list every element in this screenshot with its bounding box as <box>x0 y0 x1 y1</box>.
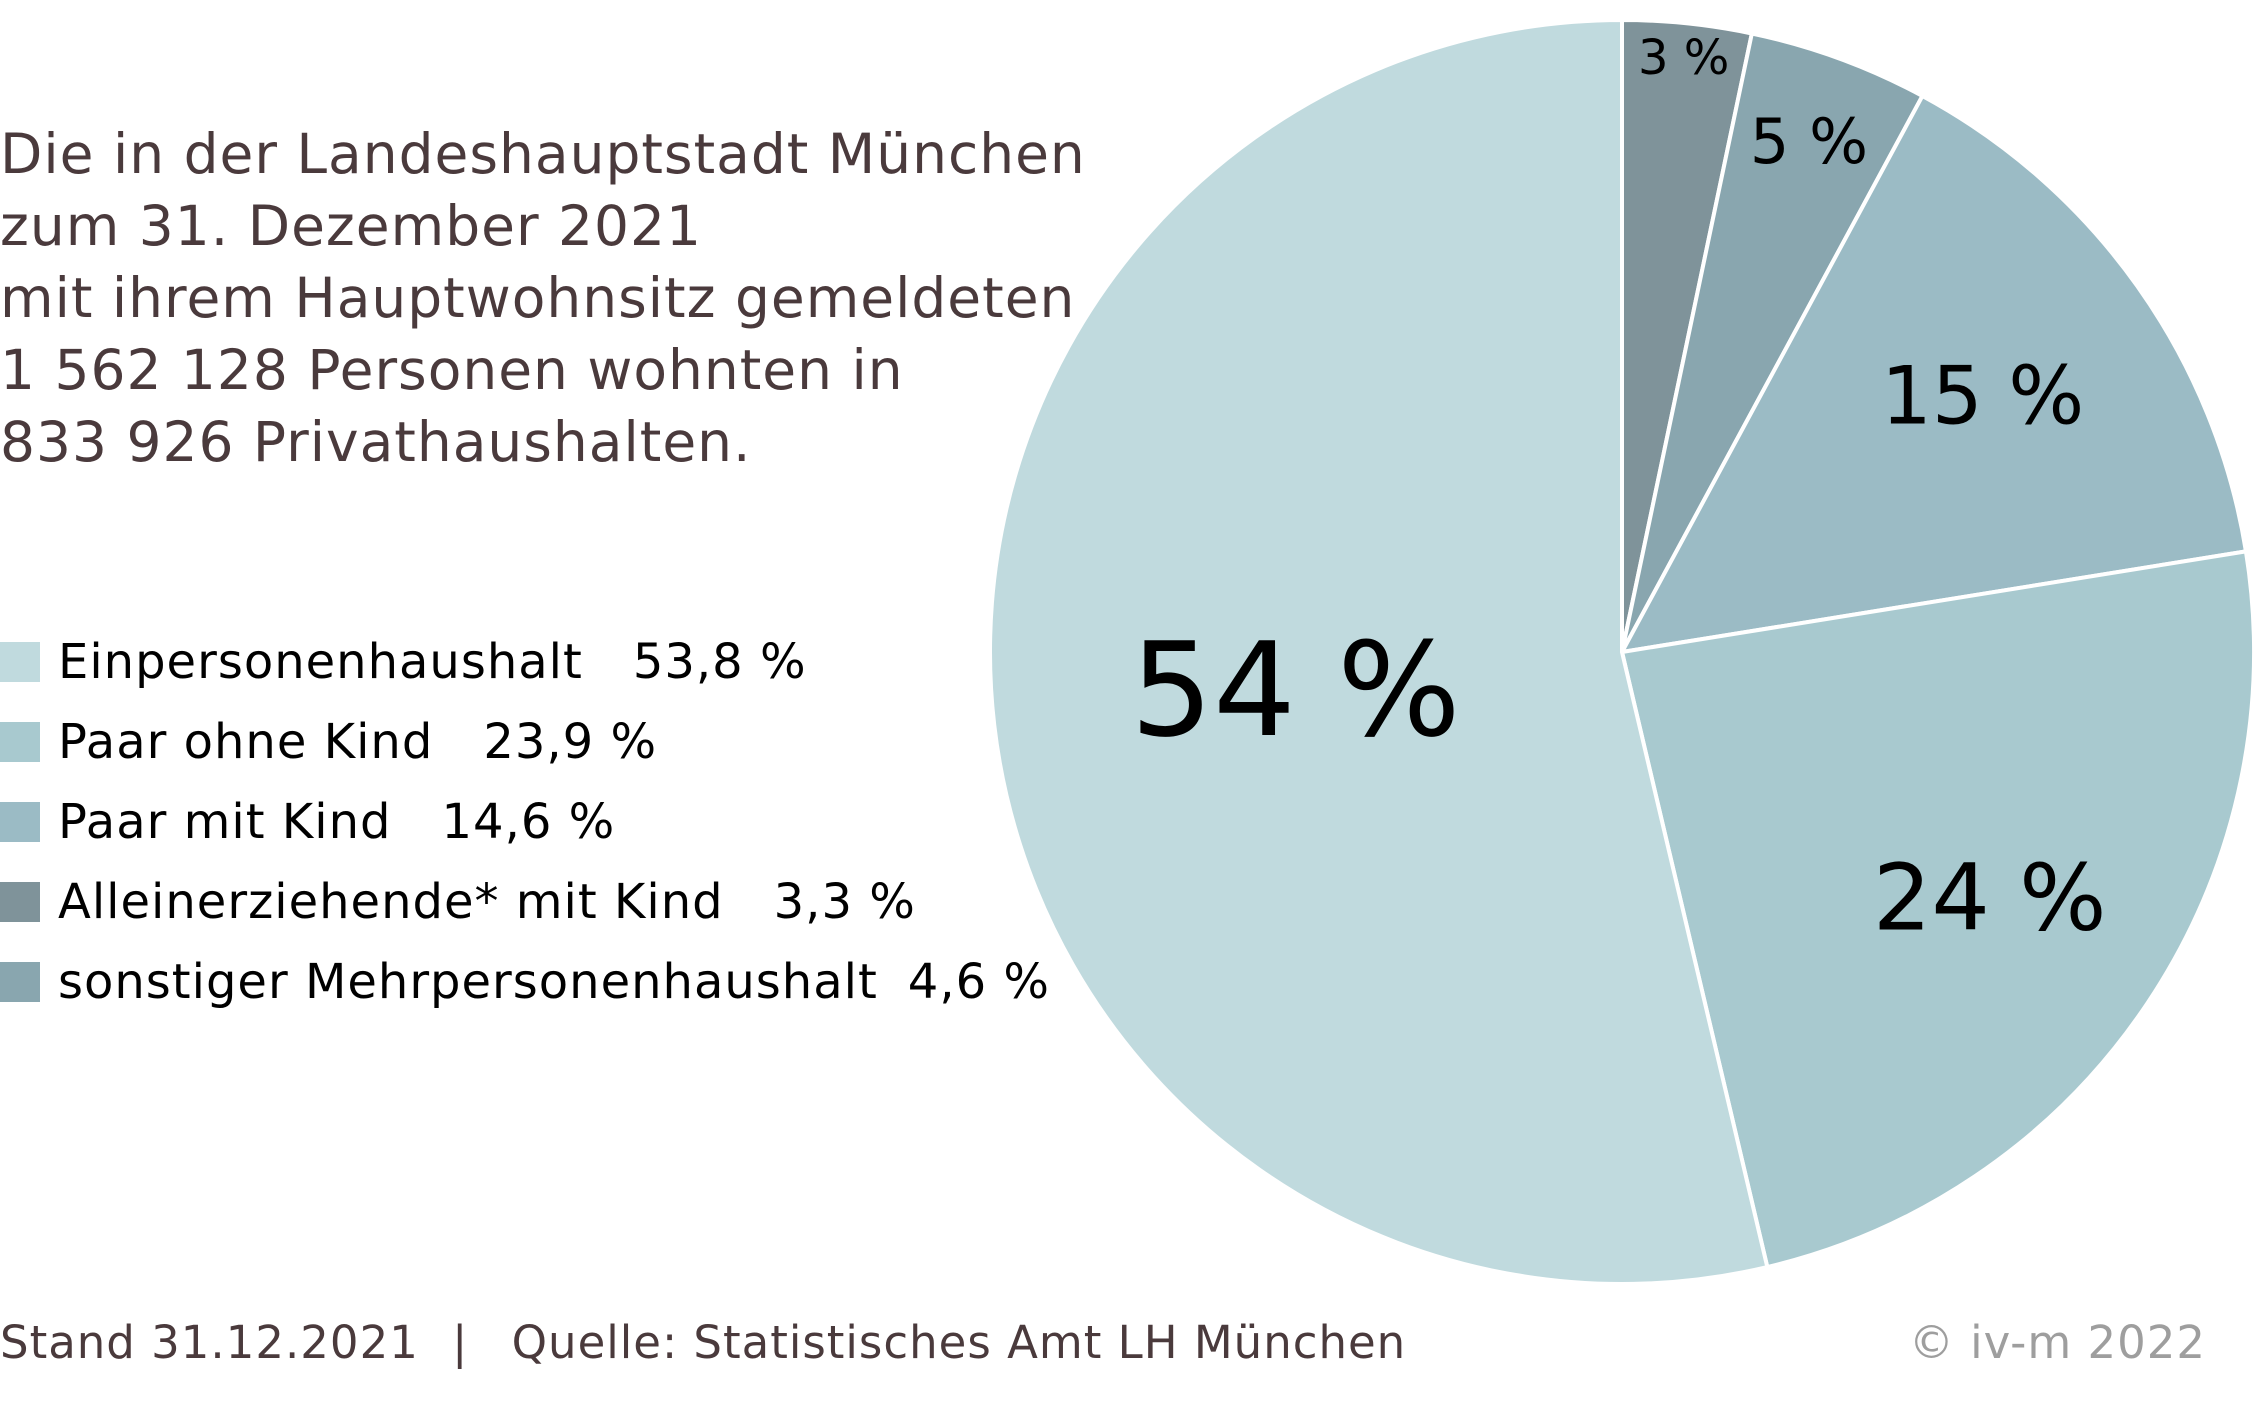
legend-value: 53,8 % <box>632 634 807 690</box>
footer-copyright: © iv-m 2022 <box>1908 1316 2206 1369</box>
pie-slice-paar-ohne-kind <box>1620 549 2257 1270</box>
legend-value: 23,9 % <box>483 714 658 770</box>
legend-label: Paar mit Kind <box>58 794 392 850</box>
pie-data-label: 24 % <box>1873 844 2107 951</box>
legend-swatch <box>0 882 40 922</box>
footer-quelle: Quelle: Statistisches Amt LH München <box>511 1316 1407 1369</box>
pie-data-label: 54 % <box>1130 614 1460 766</box>
legend-item-alleinerziehende: Alleinerziehende* mit Kind 3,3 % <box>0 862 1050 942</box>
legend-label: Paar ohne Kind <box>58 714 434 770</box>
footer-stand: Stand 31.12.2021 <box>0 1316 419 1369</box>
legend-value: 4,6 % <box>907 954 1050 1010</box>
intro-line: 1 562 128 Personen wohnten in <box>0 338 904 402</box>
footer-source: Stand 31.12.2021 | Quelle: Statistisches… <box>0 1316 1406 1369</box>
legend-swatch <box>0 722 40 762</box>
legend-swatch <box>0 962 40 1002</box>
legend-item-einpersonenhaushalt: Einpersonenhaushalt 53,8 % <box>0 622 1050 702</box>
legend-item-paar-ohne-kind: Paar ohne Kind 23,9 % <box>0 702 1050 782</box>
intro-line: 833 926 Privathaushalten. <box>0 410 752 474</box>
pie-data-label: 15 % <box>1881 349 2084 442</box>
intro-line: Die in der Landeshauptstadt München <box>0 122 1086 186</box>
pie-data-label: 3 % <box>1638 30 1729 86</box>
legend: Einpersonenhaushalt 53,8 % Paar ohne Kin… <box>0 622 1050 1022</box>
pie-slice-paar-mit-kind <box>1620 93 2248 654</box>
legend-swatch <box>0 642 40 682</box>
legend-item-sonstiger-mehrpersonenhaushalt: sonstiger Mehrpersonenhaushalt 4,6 % <box>0 942 1050 1022</box>
legend-value: 14,6 % <box>441 794 616 850</box>
legend-label: sonstiger Mehrpersonenhaushalt <box>58 954 878 1010</box>
legend-label: Einpersonenhaushalt <box>58 634 583 690</box>
pie-slice-einpersonenhaushalt <box>988 18 1770 1286</box>
pie-slice-sonstiger-mehrpersonenhaushalt <box>1620 31 1925 654</box>
legend-value: 3,3 % <box>773 874 916 930</box>
intro-line: mit ihrem Hauptwohnsitz gemeldeten <box>0 266 1076 330</box>
intro-text: Die in der Landeshauptstadt München zum … <box>0 118 1086 478</box>
footer-separator: | <box>452 1316 469 1369</box>
legend-label: Alleinerziehende* mit Kind <box>58 874 724 930</box>
legend-item-paar-mit-kind: Paar mit Kind 14,6 % <box>0 782 1050 862</box>
intro-line: zum 31. Dezember 2021 <box>0 194 703 258</box>
legend-swatch <box>0 802 40 842</box>
pie-data-label: 5 % <box>1750 105 1868 178</box>
